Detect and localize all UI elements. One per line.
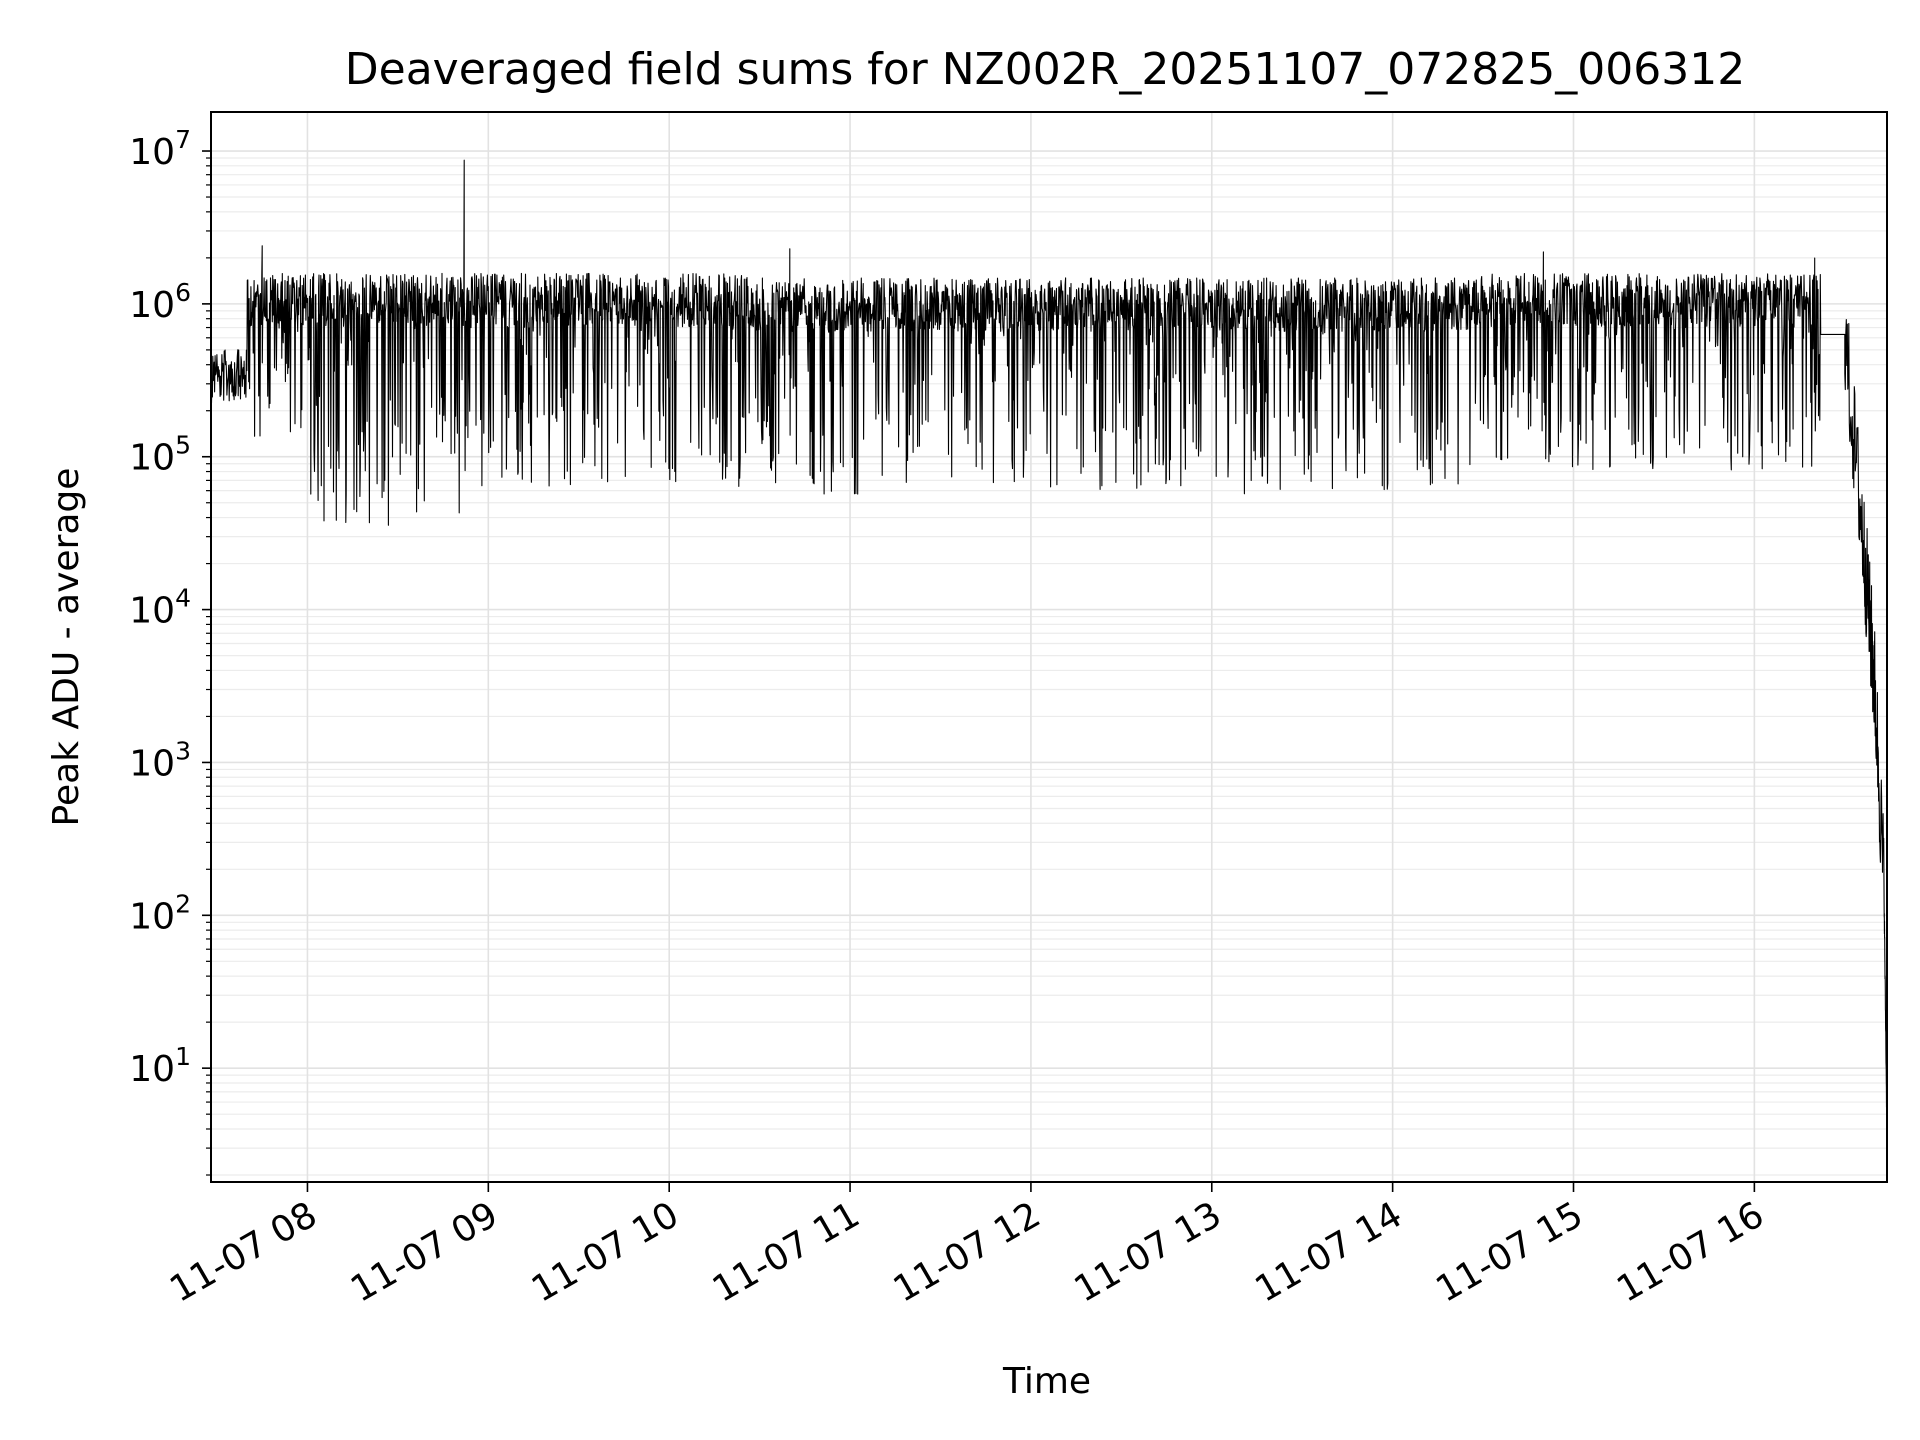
y-tick-label: 105 [129,431,191,479]
plot-clip-group [211,159,1887,1138]
y-tick-label: 107 [129,125,191,173]
plot-frame [210,111,1888,1183]
y-tick-label: 103 [129,736,191,784]
y-axis: 101 102 103 104 105 106 107 [129,125,211,1176]
y-tick-label: 101 [129,1042,191,1090]
y-tick-label: 102 [129,889,191,937]
y-tick-label: 106 [129,278,191,326]
series-line [211,159,1887,1138]
chart-title: Deaveraged field sums for NZ002R_2025110… [345,44,1745,95]
minor-grid [211,157,1887,1176]
x-axis-label: Time [1002,1361,1091,1402]
y-tick-label: 104 [129,584,191,632]
y-axis-label: Peak ADU - average [46,468,87,827]
